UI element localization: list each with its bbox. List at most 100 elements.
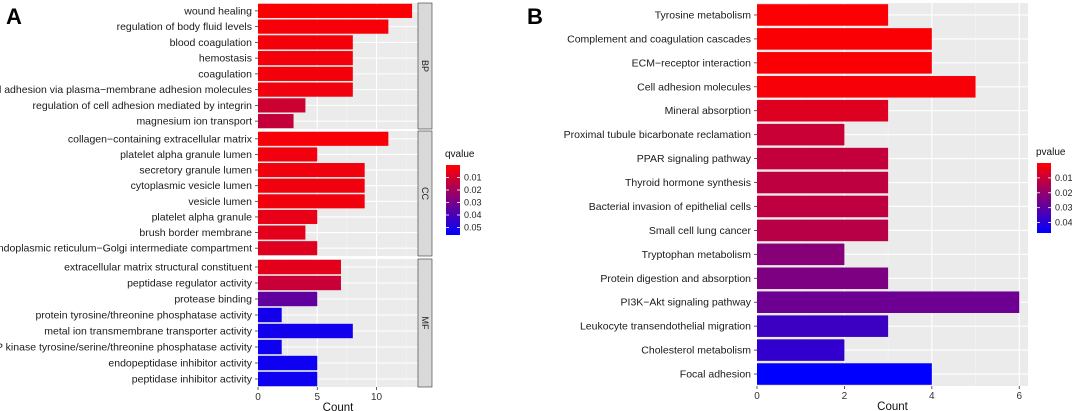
bar [258,147,318,162]
category-label: Proximal tubule bicarbonate reclamation [564,129,752,141]
bar [258,114,294,129]
legend-colorbar [1037,163,1051,233]
category-label: Leukocyte transendothelial migration [580,321,751,333]
x-tick-label: 2 [842,391,848,402]
x-axis-title: Count [877,401,908,411]
bar [258,131,389,146]
legend-tick-label: 0.04 [464,210,482,220]
bar [258,35,353,50]
category-label: endoplasmic reticulum−Golgi intermediate… [0,243,252,255]
bar [258,82,353,97]
bar [757,76,976,98]
category-label: MAP kinase tyrosine/serine/threonine pho… [0,342,253,354]
x-tick-label: 10 [371,392,383,403]
category-label: vesicle lumen [188,196,252,208]
legend-tick-label: 0.02 [1055,188,1072,198]
bar [757,219,889,242]
bar [757,4,889,26]
legend-tick-label: 0.02 [464,185,482,195]
bar [757,291,1020,313]
bar [757,147,889,170]
legend-tick-label: 0.01 [464,173,482,183]
legend-colorbar [446,165,460,235]
bar [258,275,341,291]
bar [757,243,845,266]
category-label: peptidase regulator activity [127,278,253,290]
category-label: hemostasis [199,53,252,65]
facet-strip-mf [417,258,433,388]
x-tick-label: 0 [754,391,760,402]
bar [258,323,353,339]
bar [757,267,889,290]
bar [258,98,306,113]
bar [757,339,845,361]
category-label: Bacterial invasion of epithelial cells [589,201,751,213]
bar [258,19,389,34]
panel-b-label: B [527,4,543,29]
category-label: Mineral absorption [665,105,752,117]
category-label: peptidase inhibitor activity [132,374,253,386]
bar [258,371,318,387]
category-label: Complement and coagulation cascades [567,33,751,45]
bar [258,355,318,371]
category-label: PPAR signaling pathway [637,153,752,165]
facet-strip-cc [417,130,433,257]
legend-title: pvalue [1036,147,1066,158]
category-label: cytoplasmic vesicle lumen [131,180,253,192]
category-label: Small cell lung cancer [649,225,752,237]
category-label: PI3K−Akt signaling pathway [621,297,752,309]
bar [258,163,365,178]
bar [258,241,318,256]
category-label: regulation of cell adhesion mediated by … [33,100,253,112]
bar [258,178,365,193]
category-label: Cholesterol metabolism [641,345,751,357]
category-label: brush border membrane [139,227,252,239]
category-label: secretory granule lumen [139,165,252,177]
category-label: metal ion transmembrane transporter acti… [44,326,252,338]
category-label: Thyroid hormone synthesis [625,177,751,189]
bar [258,3,413,18]
category-label: cell−cell adhesion via plasma−membrane a… [0,84,252,96]
category-label: protein tyrosine/threonine phosphatase a… [35,310,252,322]
category-label: Cell adhesion molecules [637,81,751,93]
bar [757,171,889,194]
category-label: Focal adhesion [680,369,751,381]
category-label: Tryptophan metabolism [642,249,752,261]
x-tick-label: 0 [255,392,261,403]
category-label: platelet alpha granule lumen [120,149,252,161]
bar [757,52,932,74]
legend-tick-label: 0.04 [1055,218,1072,228]
bar [757,28,932,50]
bar [258,194,365,209]
category-label: coagulation [198,68,252,80]
bar [258,225,306,240]
x-tick-label: 6 [1016,391,1022,402]
bar [258,259,341,275]
facet-strip-label: MF [420,317,430,330]
bar [757,123,845,146]
x-axis-title: Count [323,402,354,411]
facet-strip-bp [417,2,433,130]
category-label: blood coagulation [170,37,252,49]
legend-tick-label: 0.03 [1055,203,1072,213]
category-label: platelet alpha granule [152,211,253,223]
x-tick-label: 5 [314,392,320,403]
bar [757,195,889,218]
category-label: endopeptidase inhibitor activity [108,358,252,370]
facet-strip-label: BP [420,60,430,72]
legend-tick-label: 0.01 [1055,173,1072,183]
category-label: Tyrosine metabolism [655,9,752,21]
category-label: magnesium ion transport [136,116,252,128]
bar [258,339,282,355]
bar [757,99,889,122]
legend-title: qvalue [445,149,475,160]
panel-a-label: A [6,4,22,29]
bar [258,51,353,66]
category-label: extracellular matrix structural constitu… [64,262,252,274]
category-label: regulation of body fluid levels [117,21,252,33]
legend-tick-label: 0.05 [464,223,482,233]
category-label: wound healing [183,5,252,17]
category-label: protease binding [174,294,252,306]
bar [258,291,318,307]
category-label: Protein digestion and absorption [600,273,751,285]
